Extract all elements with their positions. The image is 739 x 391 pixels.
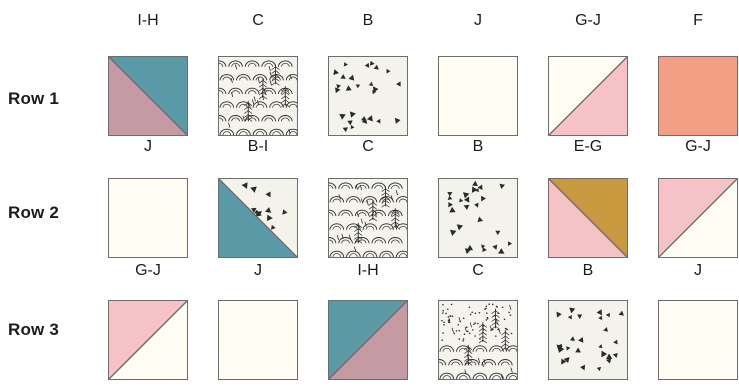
solid-fabric-swatch (108, 178, 188, 258)
half-square-triangle-swatch (108, 56, 188, 136)
half-square-triangle-swatch (328, 300, 408, 380)
half-square-triangle-swatch (658, 178, 738, 258)
print-fabric-swatch (328, 56, 408, 136)
row-label: Row 2 (8, 203, 60, 222)
block-label: B (362, 12, 374, 29)
block-label: G-J (135, 262, 161, 279)
row-label: Row 1 (8, 89, 60, 108)
block-label: B (582, 262, 594, 279)
half-square-triangle-swatch (548, 178, 628, 258)
half-square-triangle-swatch (108, 300, 188, 380)
block-label: J (474, 12, 482, 29)
block-label: C (472, 262, 484, 279)
print-fabric-swatch (438, 300, 518, 380)
block-label: J (254, 262, 262, 279)
solid-fabric-swatch (658, 300, 738, 380)
block-label: F (693, 12, 703, 29)
solid-fabric-swatch (438, 56, 518, 136)
half-square-triangle-swatch (548, 56, 628, 136)
solid-fabric-swatch (218, 300, 298, 380)
half-square-triangle-swatch (218, 178, 298, 258)
block-label: G-J (685, 138, 711, 155)
row-label: Row 3 (8, 320, 60, 339)
block-label: J (694, 262, 702, 279)
block-label: B-I (247, 138, 269, 155)
block-label: I-H (137, 12, 159, 29)
block-label: J (144, 138, 152, 155)
block-label: G-J (575, 12, 601, 29)
block-label: E-G (573, 138, 603, 155)
block-label: I-H (357, 262, 379, 279)
block-label: C (252, 12, 264, 29)
block-label: C (362, 138, 374, 155)
block-label: B (472, 138, 484, 155)
print-fabric-swatch (548, 300, 628, 380)
print-fabric-swatch (328, 178, 408, 258)
solid-fabric-swatch (658, 56, 738, 136)
print-fabric-swatch (438, 178, 518, 258)
print-fabric-swatch (218, 56, 298, 136)
